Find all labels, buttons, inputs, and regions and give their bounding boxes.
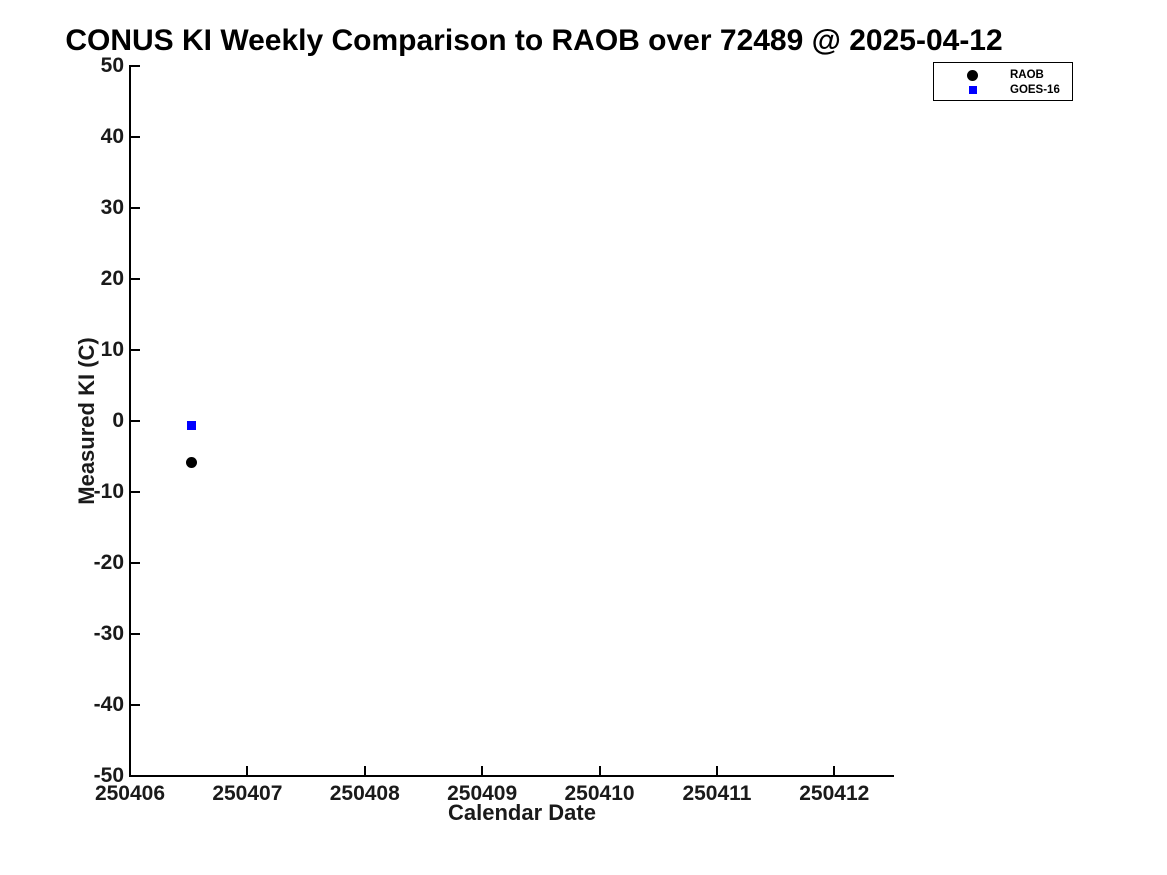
x-tick [833,766,836,776]
y-tick [130,491,140,493]
x-tick-label: 250409 [447,782,518,805]
y-tick [130,349,140,351]
x-tick [715,766,718,776]
legend-box: RAOB GOES-16 [933,62,1073,101]
y-tick-label: 40 [100,125,124,148]
data-point-goes-16 [186,421,196,431]
y-tick [130,65,140,67]
legend-label-goes-16: GOES-16 [1010,83,1060,96]
y-tick-label: -50 [93,764,124,787]
x-tick-label: 250410 [564,782,635,805]
x-tick-label: 250411 [682,782,752,805]
x-axis-label: Calendar Date [448,800,596,825]
x-tick [481,766,484,776]
x-tick [363,766,366,776]
x-tick-label: 250406 [94,782,166,805]
y-tick [130,562,140,564]
y-tick [130,420,140,422]
y-tick [130,633,140,635]
data-point-raob [185,457,197,469]
y-tick [130,136,140,138]
legend-item-raob: RAOB [934,68,1072,82]
x-tick [246,766,249,776]
y-tick [130,775,140,777]
raob-legend-marker-icon [967,69,978,81]
legend-item-goes-16: GOES-16 [934,83,1072,97]
chart-title: CONUS KI Weekly Comparison to RAOB over … [65,24,1003,57]
y-tick-label: -10 [93,480,124,503]
y-tick [130,278,140,280]
x-tick [129,766,131,776]
y-tick-label: -20 [93,551,124,574]
y-tick-label: 10 [100,338,124,361]
goes-16-legend-marker-icon [968,85,977,94]
y-tick [130,207,140,209]
y-tick-label: 30 [100,196,124,219]
x-axis-spine [129,775,894,777]
y-tick-label: 0 [112,409,124,432]
y-tick-label: 50 [100,54,124,77]
y-tick-label: -30 [93,622,124,645]
x-tick-label: 250407 [212,782,283,805]
y-tick-label: -40 [93,693,124,716]
x-tick-label: 250412 [799,782,870,805]
y-tick-label: 20 [100,267,124,290]
x-tick-label: 250408 [329,782,400,805]
x-tick [598,766,601,776]
y-tick [130,704,140,706]
legend-label-raob: RAOB [1010,69,1044,81]
